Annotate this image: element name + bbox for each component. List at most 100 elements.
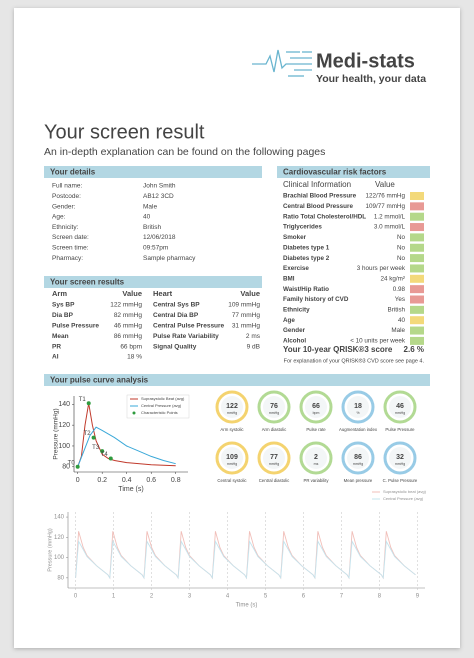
gauge-value: 2 — [314, 454, 318, 461]
risk-status — [410, 326, 424, 335]
risk-value: No — [397, 255, 406, 262]
risk-column-header: Clinical Information — [283, 180, 351, 189]
x-tick-label: 1 — [112, 594, 116, 600]
gauge-face — [347, 447, 369, 469]
gauge-value: 32 — [396, 454, 404, 461]
risk-value: 24 kg/m² — [381, 275, 406, 282]
result-label: Dia BP — [52, 312, 74, 319]
risk-status — [410, 305, 424, 314]
risk-status — [410, 336, 424, 345]
gauge-face — [347, 396, 369, 418]
legend-label: Central Pressure (avg) — [141, 403, 182, 408]
detail-label: Pharmacy: — [52, 255, 83, 262]
detail-value: British — [143, 224, 161, 231]
risk-status — [410, 254, 424, 263]
result-value: 82 mmHg — [114, 312, 143, 319]
x-tick-label: 3 — [188, 594, 192, 600]
risk-value: < 10 units per week — [350, 338, 406, 345]
series-line — [77, 426, 176, 467]
y-tick-label: 100 — [54, 555, 65, 561]
detail-label: Screen time: — [52, 245, 89, 252]
result-label: Central Sys BP — [153, 302, 200, 309]
gauge-label: Augmentation index — [339, 427, 378, 432]
risk-status — [410, 202, 424, 211]
point-label: T2 — [84, 431, 92, 437]
risk-value: 0.98 — [393, 286, 406, 293]
gauge-face — [389, 447, 411, 469]
page-title: Your screen result — [44, 121, 205, 143]
risk-status — [410, 223, 424, 232]
risk-status — [410, 274, 424, 283]
x-tick-label: 9 — [416, 594, 420, 600]
result-label: AI — [52, 354, 59, 361]
risk-status — [410, 316, 424, 325]
x-tick-label: 8 — [378, 594, 382, 600]
result-value: 46 mmHg — [114, 323, 143, 330]
gauge-value: 66 — [312, 403, 320, 410]
y-tick-label: 140 — [54, 515, 65, 521]
y-tick-label: 80 — [62, 464, 70, 471]
x-tick-label: 2 — [150, 594, 154, 600]
characteristic-point — [91, 435, 96, 440]
risk-label: Exercise — [283, 265, 309, 272]
result-value: 2 ms — [246, 333, 261, 340]
result-label: PR — [52, 343, 61, 350]
risk-title: Cardiovascular risk factors — [283, 168, 387, 177]
gauge-value: 46 — [396, 403, 404, 410]
results-column-header: Heart — [153, 289, 173, 298]
x-tick-label: 7 — [340, 594, 344, 600]
risk-value: 40 — [398, 317, 406, 324]
result-label: Central Dia BP — [153, 312, 199, 319]
qrisk-label: Your 10-year QRISK®3 score — [283, 345, 393, 354]
gauge-unit: mmHg — [395, 462, 405, 466]
risk-label: BMI — [283, 275, 295, 282]
y-tick-label: 100 — [58, 443, 70, 450]
x-tick-label: 0.8 — [171, 477, 181, 484]
gauge-label: C. Pulse Pressure — [383, 478, 418, 483]
risk-value: 3 hours per week — [357, 265, 406, 272]
point-label: T1 — [79, 397, 87, 403]
x-tick-label: 0.6 — [146, 477, 156, 484]
risk-label: Family history of CVD — [283, 296, 349, 303]
risk-value: No — [397, 244, 406, 251]
result-value: 9 dB — [247, 343, 260, 350]
gauge-label: Mean pressure — [344, 478, 373, 483]
result-value: 122 mmHg — [110, 302, 142, 309]
risk-label: Diabetes type 1 — [283, 244, 330, 251]
y-tick-label: 120 — [54, 535, 65, 541]
results-column-header: Arm — [52, 289, 67, 298]
risk-label: Ethnicity — [283, 307, 310, 314]
risk-status — [410, 285, 424, 294]
risk-label: Waist/Hip Ratio — [283, 286, 329, 293]
qrisk-score: 2.6 % — [404, 345, 424, 354]
chart: 80 100 120 140 0 1 2 3 4 5 6 7 8 9 Time (s) Pressure (m… — [47, 489, 426, 609]
gauge-face — [305, 396, 327, 418]
gauge-face — [263, 447, 285, 469]
risk-label: Gender — [283, 327, 306, 334]
result-label: Sys BP — [52, 302, 75, 309]
detail-value: Sample pharmacy — [143, 255, 196, 262]
point-label: T0 — [68, 460, 76, 466]
y-tick-label: 80 — [57, 575, 64, 581]
y-axis-label: Pressure (mmHg) — [53, 408, 60, 459]
result-label: Signal Quality — [153, 343, 197, 350]
gauge-label: Central systolic — [217, 478, 247, 483]
detail-value: John Smith — [143, 183, 176, 190]
gauge-face — [305, 447, 327, 469]
x-tick-label: 0 — [76, 477, 80, 484]
legend-label: Characteristic Points — [141, 410, 178, 415]
pulse-bar — [44, 374, 430, 386]
y-tick-label: 120 — [58, 422, 70, 429]
gauge-label: Central diastolic — [259, 478, 290, 483]
gauge-value: 18 — [354, 403, 362, 410]
result-label: Pulse Rate Variability — [153, 333, 219, 340]
legend-label: Suprasystolic Beat (avg) — [141, 396, 185, 401]
details-bar — [44, 166, 262, 178]
risk-status — [410, 264, 424, 273]
risk-status — [410, 233, 424, 242]
gauge-value: 77 — [270, 454, 278, 461]
x-axis-label: Time (s) — [118, 486, 143, 493]
gauge-label: Arm diastolic — [262, 427, 287, 432]
gauge-label: PR variability — [303, 478, 329, 483]
detail-label: Full name: — [52, 183, 83, 190]
